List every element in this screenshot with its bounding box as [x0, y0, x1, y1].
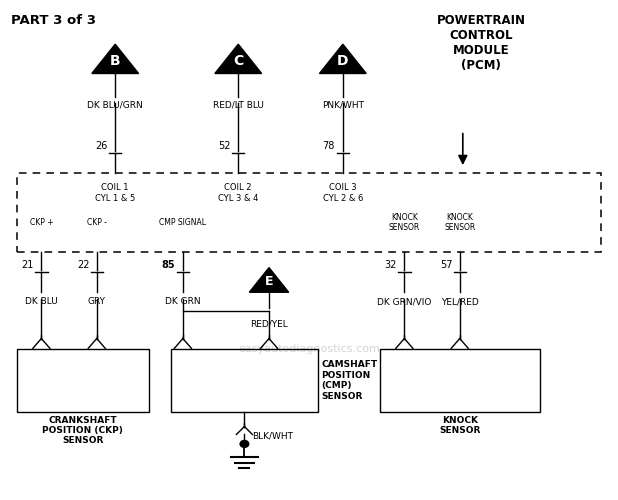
- Polygon shape: [215, 44, 261, 74]
- Text: PNK/WHT: PNK/WHT: [322, 101, 364, 110]
- Text: DK BLU: DK BLU: [25, 297, 57, 306]
- Text: COIL 1
CYL 1 & 5: COIL 1 CYL 1 & 5: [95, 183, 135, 203]
- Text: COIL 2
CYL 3 & 4: COIL 2 CYL 3 & 4: [218, 183, 258, 203]
- Text: RED/YEL: RED/YEL: [250, 320, 288, 328]
- Text: YEL/RED: YEL/RED: [441, 297, 478, 306]
- Text: BLK/WHT: BLK/WHT: [252, 432, 293, 441]
- Text: COIL 3
CYL 2 & 6: COIL 3 CYL 2 & 6: [323, 183, 363, 203]
- Text: E: E: [265, 276, 273, 288]
- Text: 21: 21: [22, 260, 34, 270]
- Text: CMP SIGNAL: CMP SIGNAL: [159, 218, 206, 227]
- Text: CKP -: CKP -: [87, 218, 107, 227]
- Text: 32: 32: [384, 260, 397, 270]
- Bar: [17, 350, 149, 412]
- Bar: [171, 350, 318, 412]
- Text: 57: 57: [440, 260, 452, 270]
- Text: 78: 78: [323, 141, 335, 151]
- Text: CKP +: CKP +: [30, 218, 53, 227]
- Bar: [17, 173, 601, 252]
- Polygon shape: [92, 44, 138, 74]
- Text: 52: 52: [218, 141, 231, 151]
- Text: C: C: [233, 54, 243, 68]
- Polygon shape: [249, 268, 289, 292]
- Text: DK GRN/VIO: DK GRN/VIO: [377, 297, 431, 306]
- Text: 85: 85: [162, 260, 176, 270]
- Text: easyautodiagnostics.com: easyautodiagnostics.com: [238, 344, 380, 354]
- Text: CRANKSHAFT
POSITION (CKP)
SENSOR: CRANKSHAFT POSITION (CKP) SENSOR: [43, 416, 124, 446]
- Text: DK BLU/GRN: DK BLU/GRN: [87, 101, 143, 110]
- Text: 26: 26: [95, 141, 107, 151]
- Text: 22: 22: [77, 260, 90, 270]
- Circle shape: [240, 440, 248, 448]
- Text: GRY: GRY: [88, 297, 106, 306]
- Text: KNOCK
SENSOR: KNOCK SENSOR: [439, 416, 480, 435]
- Text: DK GRN: DK GRN: [165, 297, 201, 306]
- Text: KNOCK
SENSOR: KNOCK SENSOR: [444, 213, 475, 233]
- Bar: [379, 350, 540, 412]
- Text: CAMSHAFT
POSITION
(CMP)
SENSOR: CAMSHAFT POSITION (CMP) SENSOR: [321, 360, 378, 401]
- Text: PART 3 of 3: PART 3 of 3: [11, 14, 96, 27]
- Polygon shape: [320, 44, 366, 74]
- Text: POWERTRAIN
CONTROL
MODULE
(PCM): POWERTRAIN CONTROL MODULE (PCM): [437, 14, 526, 72]
- Text: KNOCK
SENSOR: KNOCK SENSOR: [389, 213, 420, 233]
- Text: B: B: [110, 54, 121, 68]
- Text: D: D: [337, 54, 349, 68]
- Text: RED/LT BLU: RED/LT BLU: [213, 101, 264, 110]
